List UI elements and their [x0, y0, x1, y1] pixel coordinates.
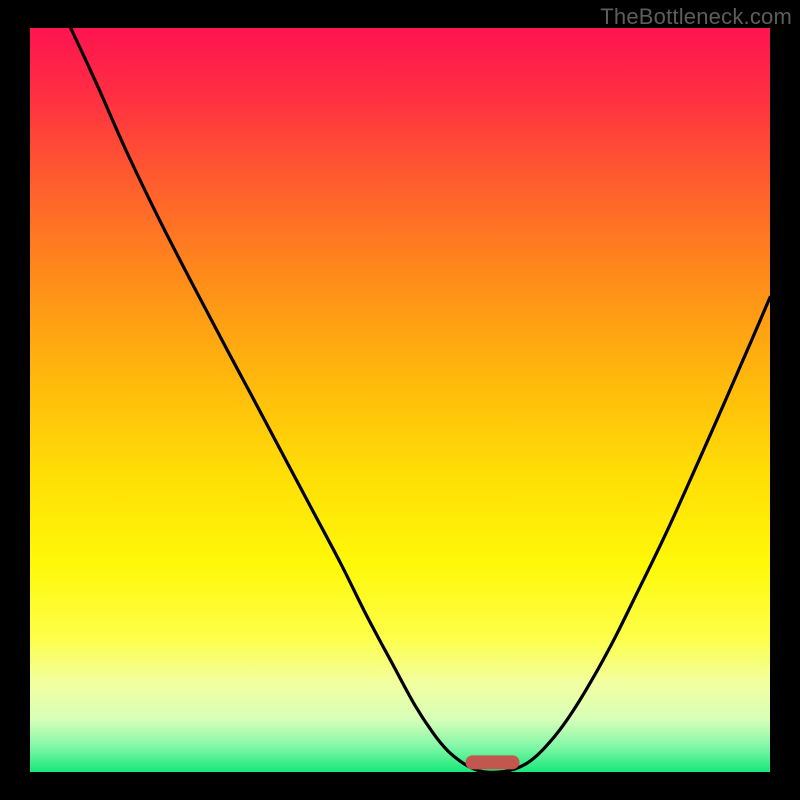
optimal-point-marker — [466, 755, 520, 769]
bottleneck-chart — [0, 0, 800, 800]
chart-container: TheBottleneck.com — [0, 0, 800, 800]
plot-background — [30, 28, 770, 772]
watermark-text: TheBottleneck.com — [600, 4, 792, 30]
